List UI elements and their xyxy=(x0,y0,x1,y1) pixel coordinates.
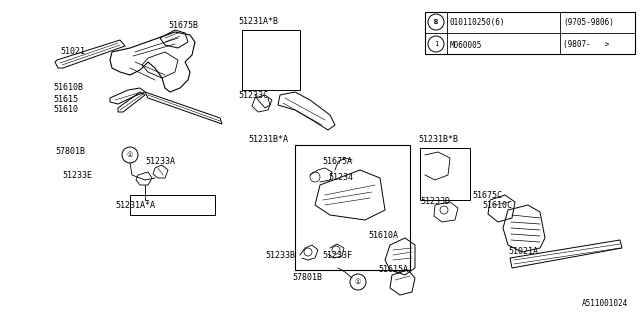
Text: 57801B: 57801B xyxy=(292,274,322,283)
Text: 51675A: 51675A xyxy=(322,157,352,166)
Text: 51675C: 51675C xyxy=(472,190,502,199)
Text: 51233E: 51233E xyxy=(62,171,92,180)
Text: ①: ① xyxy=(355,279,361,285)
Text: 51231B*A: 51231B*A xyxy=(248,135,288,145)
Text: 51615: 51615 xyxy=(53,95,78,105)
Text: 51615A: 51615A xyxy=(378,266,408,275)
Text: 1: 1 xyxy=(434,41,438,47)
Text: 51610B: 51610B xyxy=(53,84,83,92)
Text: A511001024: A511001024 xyxy=(582,299,628,308)
Text: 51233A: 51233A xyxy=(145,157,175,166)
Text: 51231A*B: 51231A*B xyxy=(238,18,278,27)
Text: M060005: M060005 xyxy=(450,41,483,50)
Text: 010110250(6): 010110250(6) xyxy=(450,19,506,28)
Text: 51021: 51021 xyxy=(60,47,85,57)
Text: 51233C: 51233C xyxy=(238,91,268,100)
Text: 51233F: 51233F xyxy=(322,252,352,260)
Text: ①: ① xyxy=(127,152,133,158)
Text: 51233D: 51233D xyxy=(420,197,450,206)
Text: 51231A*A: 51231A*A xyxy=(115,201,155,210)
Text: 51233B: 51233B xyxy=(265,251,295,260)
Text: (9807-   >: (9807- > xyxy=(563,41,609,50)
Text: 51234: 51234 xyxy=(328,173,353,182)
Text: (9705-9806): (9705-9806) xyxy=(563,19,614,28)
Text: B: B xyxy=(434,19,438,25)
Text: 51610C: 51610C xyxy=(482,201,512,210)
Text: 51675B: 51675B xyxy=(168,20,198,29)
Text: 51610A: 51610A xyxy=(368,230,398,239)
Text: 51021A: 51021A xyxy=(508,247,538,257)
Text: 57801B: 57801B xyxy=(55,148,85,156)
Text: 51231B*B: 51231B*B xyxy=(418,135,458,145)
Text: 51610: 51610 xyxy=(53,106,78,115)
